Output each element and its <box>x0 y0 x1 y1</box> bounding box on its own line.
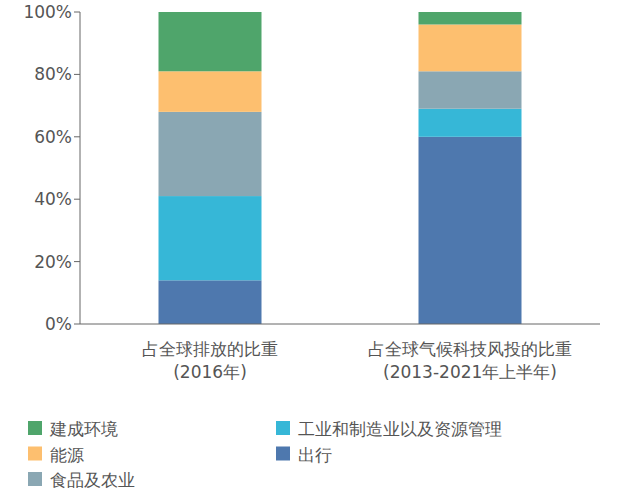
legend-label: 工业和制造业以及资源管理 <box>298 419 502 439</box>
chart: 0% 20% 40% 60% 80% 100% 占全球排放的比重 (2016年) 占全球气候科技… <box>0 0 628 504</box>
y-tick-label: 100% <box>23 2 72 22</box>
x-tick-label-line: 占全球气候科技风投的比重 <box>368 339 572 359</box>
bar-segment <box>159 280 262 324</box>
x-tick-label-line: (2016年) <box>173 362 247 382</box>
x-tick-label: 占全球排放的比重 (2016年) <box>142 339 278 382</box>
y-tick-label: 40% <box>34 189 72 209</box>
x-tick-label-line: (2013-2021年上半年) <box>383 362 557 382</box>
x-tick-label-line: 占全球排放的比重 <box>142 339 278 359</box>
legend-swatch <box>276 421 290 435</box>
legend-label: 食品及农业 <box>50 470 135 490</box>
y-tick <box>74 136 80 137</box>
y-axis <box>80 12 81 324</box>
legend-label: 能源 <box>50 445 84 465</box>
legend-label: 建成环境 <box>49 419 118 439</box>
bar-segment <box>159 12 262 71</box>
legend-swatch <box>28 421 42 435</box>
legend-label: 出行 <box>298 445 332 465</box>
bar-segment <box>419 109 522 137</box>
y-tick-label: 80% <box>34 64 72 84</box>
y-tick-label: 0% <box>45 314 72 334</box>
bars <box>159 12 522 324</box>
y-tick-label: 20% <box>34 252 72 272</box>
y-tick <box>74 12 80 13</box>
legend-swatch <box>28 472 42 486</box>
x-tick-label: 占全球气候科技风投的比重 (2013-2021年上半年) <box>368 339 572 382</box>
bar-segment <box>159 71 262 112</box>
legend-swatch <box>276 447 290 461</box>
y-tick <box>74 74 80 75</box>
bar-segment <box>419 137 522 324</box>
x-axis <box>80 324 600 325</box>
bar-segment <box>419 12 522 24</box>
legend-swatch <box>28 447 42 461</box>
y-tick <box>74 199 80 200</box>
bar-segment <box>419 71 522 108</box>
y-tick <box>74 261 80 262</box>
bar-segment <box>419 24 522 71</box>
bar-segment <box>159 196 262 280</box>
y-tick-label: 60% <box>34 127 72 147</box>
bar-segment <box>159 112 262 196</box>
y-tick <box>74 324 80 325</box>
